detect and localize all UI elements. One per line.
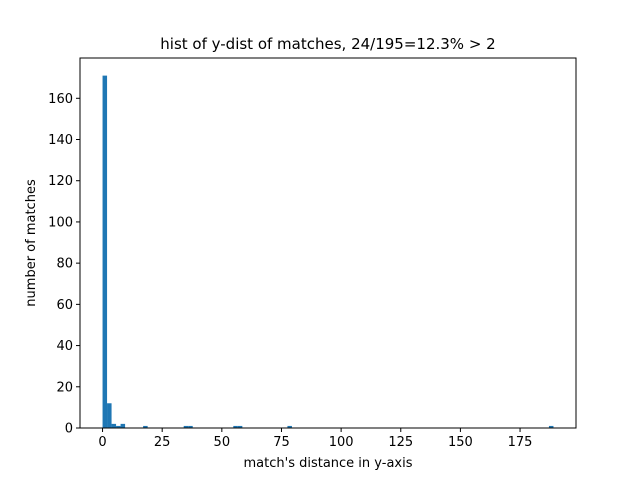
x-tick-label: 125 [388,435,413,450]
histogram-bar [548,425,554,428]
y-tick-label: 0 [65,422,73,437]
y-axis-label: number of matches [24,179,39,307]
y-tick-label: 160 [48,92,73,107]
y-axis-ticks: 0 20 40 60 80 100 120 140 160 [48,92,80,437]
y-tick-label: 140 [48,133,73,148]
x-tick-label: 100 [329,435,354,450]
histogram-bar [183,425,189,428]
histogram-bar [143,425,148,428]
x-tick-label: 175 [508,435,533,450]
histogram-bar [116,425,121,428]
histogram-bar [287,425,292,428]
y-tick-label: 20 [56,380,73,395]
histogram-bar [120,423,126,428]
x-tick-label: 75 [273,435,290,450]
x-tick-label: 0 [98,435,106,450]
x-tick-label: 25 [154,435,171,450]
histogram-bar [233,425,238,428]
plot-frame [79,57,577,429]
y-tick-label: 100 [48,215,73,230]
histogram-bar [107,403,112,428]
y-tick-label: 120 [48,174,73,189]
chart-title: hist of y-dist of matches, 24/195=12.3% … [160,35,495,53]
histogram-bar [111,423,117,428]
bars-group [102,75,554,429]
x-tick-label: 150 [448,435,473,450]
y-tick-label: 80 [56,257,73,272]
x-axis-ticks: 0 25 50 75 100 125 150 175 [98,428,532,450]
y-tick-label: 40 [56,339,73,354]
x-axis-label: match's distance in y-axis [244,456,413,471]
histogram-bar [188,425,193,428]
x-tick-label: 50 [214,435,231,450]
y-tick-label: 60 [56,298,73,313]
histogram-bar [102,75,108,429]
histogram-bar [237,425,243,428]
